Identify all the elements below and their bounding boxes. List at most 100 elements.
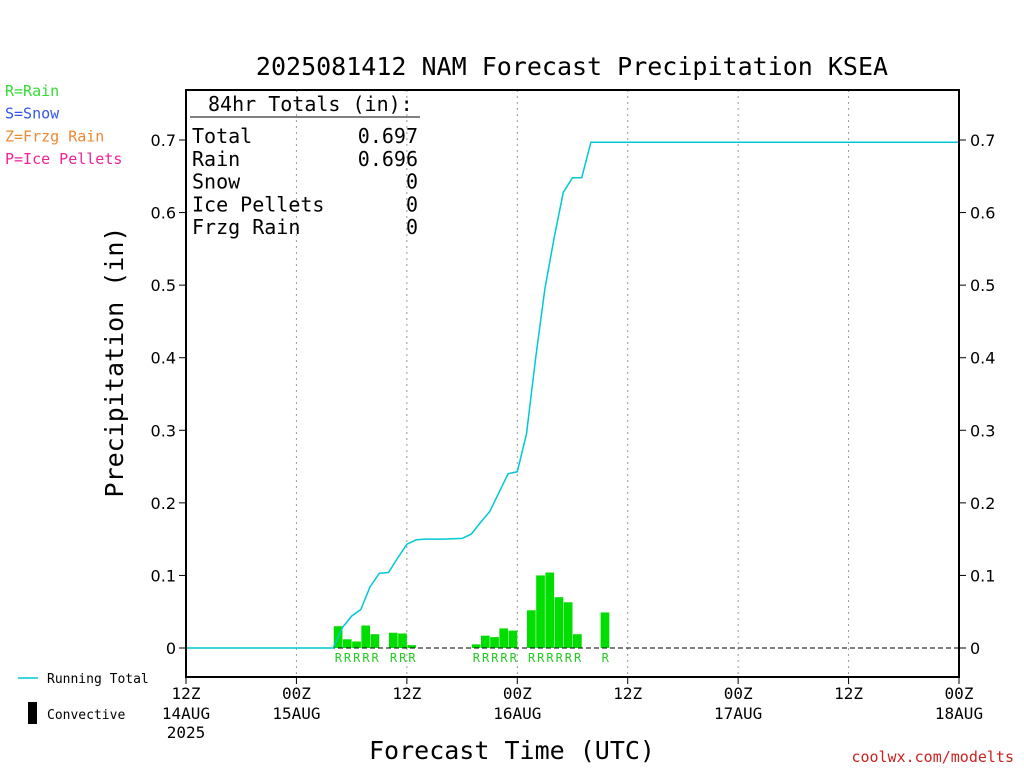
y-tick-label-right: 0.6	[970, 204, 995, 223]
totals-row-label: Frzg Rain	[192, 215, 300, 239]
y-tick-label-right: 0.3	[970, 421, 995, 440]
precip-bar	[545, 572, 555, 648]
precip-bar	[361, 625, 371, 648]
y-tick-label-right: 0.7	[970, 131, 995, 150]
totals-heading: 84hr Totals (in):	[208, 92, 413, 116]
precip-bar	[563, 602, 573, 648]
legend-label: Convective	[47, 708, 125, 723]
y-tick-label: 0.7	[151, 131, 176, 150]
precip-type-code: R	[399, 651, 407, 665]
precip-bar	[490, 637, 499, 648]
precip-bar	[388, 632, 398, 648]
precip-type-code: R	[546, 651, 554, 665]
bottom-legend: Running Total Convective	[18, 672, 149, 724]
precip-type-code: R	[574, 651, 582, 665]
x-tick-date: 15AUG	[272, 704, 320, 723]
precip-type-code: R	[344, 651, 352, 665]
totals-row-value: 0.697	[358, 124, 418, 148]
totals-row-value: 0	[406, 215, 418, 239]
y-tick-label: 0.5	[151, 276, 176, 295]
totals-row-label: Snow	[192, 170, 241, 194]
precip-bar	[573, 634, 582, 648]
precip-bars	[333, 572, 610, 648]
precip-type-code: R	[537, 651, 545, 665]
y-tick-label: 0.6	[151, 204, 176, 223]
x-tick-label: 00Z	[282, 684, 311, 703]
precip-bar	[554, 597, 564, 648]
x-tick-label: 00Z	[945, 684, 974, 703]
y-tick-label: 0.4	[151, 349, 176, 368]
totals-row-value: 0.696	[358, 147, 418, 171]
plot-frame	[185, 89, 960, 678]
totals-row-label: Rain	[192, 147, 240, 171]
x-tick-label: 00Z	[503, 684, 532, 703]
precip-type-code: R	[565, 651, 573, 665]
precip-bar	[526, 610, 536, 648]
totals-box: 84hr Totals (in): Total 0.697 Rain 0.696 Sno…	[190, 92, 420, 239]
precip-type-code: R	[372, 651, 380, 665]
precip-type-code: R	[491, 651, 499, 665]
y-tick-label: 0	[166, 639, 176, 658]
precip-bar	[398, 633, 407, 648]
y-tick-label-right: 0	[970, 639, 980, 658]
precip-type-code: R	[362, 651, 370, 665]
precip-type-code: R	[353, 651, 361, 665]
legend-label: Running Total	[47, 672, 149, 687]
y-axis-label: Precipitation (in)	[100, 227, 129, 498]
y-tick-label: 0.2	[151, 494, 176, 513]
y-axis-left: 0 0.1 0.2 0.3 0.4 0.5 0.6 0.7	[151, 131, 186, 658]
precip-type-code: R	[602, 651, 610, 665]
running-total-line	[186, 141, 959, 649]
precip-type-code: R	[335, 651, 343, 665]
y-axis-right: 0 0.1 0.2 0.3 0.4 0.5 0.6 0.7	[959, 131, 995, 658]
legend-bar-swatch	[28, 702, 37, 724]
x-tick-date: 16AUG	[493, 704, 541, 723]
type-legend-entry: Z=Frzg Rain	[5, 127, 104, 145]
y-tick-label-right: 0.5	[970, 276, 995, 295]
x-tick-date: 14AUG	[162, 704, 210, 723]
precip-bar	[407, 645, 417, 648]
x-tick-date: 17AUG	[714, 704, 762, 723]
x-tick-label: 12Z	[613, 684, 642, 703]
precip-bar	[536, 575, 545, 648]
precip-bar	[508, 630, 518, 648]
precip-bar	[370, 634, 380, 648]
credit-text: coolwx.com/modelts	[851, 748, 1014, 766]
precip-type-code: R	[556, 651, 564, 665]
x-tick-label: 00Z	[724, 684, 753, 703]
x-tick-year: 2025	[167, 723, 206, 742]
grid-lines	[295, 90, 850, 677]
series-line	[186, 141, 959, 649]
totals-row-value: 0	[406, 170, 418, 194]
x-axis-label: Forecast Time (UTC)	[369, 736, 655, 765]
precip-bar	[342, 639, 352, 648]
precip-type-legend: R=Rain S=Snow Z=Frzg Rain P=Ice Pellets	[5, 82, 122, 168]
precip-type-code: R	[390, 651, 398, 665]
x-tick-label: 12Z	[834, 684, 863, 703]
totals-row-label: Total	[192, 124, 252, 148]
y-tick-label: 0.1	[151, 566, 176, 585]
type-legend-entry: P=Ice Pellets	[5, 150, 122, 168]
totals-row-value: 0	[406, 192, 418, 216]
totals-row-label: Ice Pellets	[192, 192, 324, 216]
chart-title: 2025081412 NAM Forecast Precipitation KS…	[256, 52, 888, 81]
x-tick-label: 12Z	[172, 684, 201, 703]
y-tick-label-right: 0.4	[970, 349, 995, 368]
precip-type-code: R	[408, 651, 416, 665]
precip-bar	[471, 644, 481, 648]
precip-bar	[499, 628, 509, 648]
precip-type-code: R	[482, 651, 490, 665]
precip-bar	[480, 635, 490, 648]
precip-type-code: R	[473, 651, 481, 665]
type-legend-entry: S=Snow	[5, 105, 60, 123]
y-tick-label-right: 0.1	[970, 566, 995, 585]
y-tick-label-right: 0.2	[970, 494, 995, 513]
precip-bar	[352, 641, 361, 648]
precip-bar	[600, 612, 610, 648]
x-tick-label: 12Z	[392, 684, 421, 703]
y-tick-label: 0.3	[151, 421, 176, 440]
x-tick-date: 18AUG	[935, 704, 983, 723]
